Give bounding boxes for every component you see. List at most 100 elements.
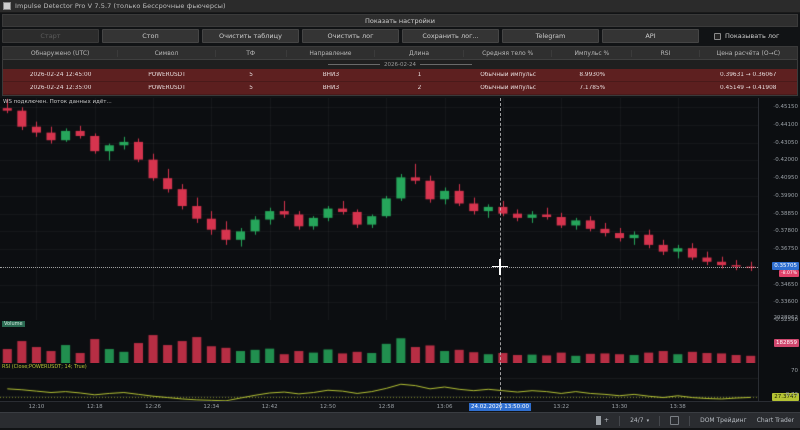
window-title: Impulse Detector Pro V 7.5.7 (только Бес… — [15, 2, 226, 10]
volume-axis-top: 2928962 — [773, 315, 799, 321]
session-selector[interactable]: 24/7 ▾ — [630, 417, 649, 424]
toolbar-button-1[interactable]: Стоп — [102, 29, 199, 43]
dom-trading-button[interactable]: DOM Трейдинг — [700, 417, 747, 424]
price-axis-tick: -0.38850 — [773, 210, 798, 217]
table-cell-avg_body: Обычный импульс — [480, 85, 536, 91]
status-bar: + 24/7 ▾ DOM Трейдинг Chart Trader — [0, 412, 800, 428]
table-group-date-row: 2026-02-24 — [3, 60, 797, 69]
price-axis-tick: -0.37800 — [773, 228, 798, 235]
layout-toggle[interactable]: + — [596, 416, 609, 425]
time-axis-tick: 12:42 — [261, 404, 278, 410]
price-axis-tick: -0.44100 — [773, 122, 798, 128]
separator — [619, 415, 621, 426]
axis-bottom-value: 8.73 — [785, 392, 798, 398]
volume-pane[interactable]: Volume — [0, 321, 758, 363]
table-cell-impulse: 7.1785% — [579, 85, 606, 91]
crosshair-vertical — [500, 98, 501, 410]
separator — [689, 415, 691, 426]
chart-trader-button[interactable]: Chart Trader — [756, 417, 794, 424]
time-axis-tick: 12:34 — [203, 404, 220, 410]
show-settings-label: Показать настройки — [365, 16, 435, 25]
price-pane[interactable] — [0, 98, 758, 320]
table-cell-price: 0.39631 → 0.36067 — [719, 72, 777, 78]
table-column-header-2[interactable]: ТФ — [216, 49, 287, 57]
group-divider-right — [419, 64, 472, 65]
signals-table: Обнаружено (UTC) Символ ТФ Направление Длина… — [2, 46, 798, 96]
table-cell-tf: 5 — [249, 85, 253, 91]
table-cell-avg_body: Обычный импульс — [480, 72, 536, 78]
price-axis[interactable]: -0.45150 -0.44100 -0.43050 -0.42000 -0.40950… — [758, 98, 800, 410]
table-cell-detected: 2026-02-24 12:35:00 — [29, 85, 92, 91]
price-axis-tick: -0.42000 — [773, 157, 798, 164]
calendar-icon — [670, 416, 680, 425]
time-axis-tick: 13:22 — [553, 404, 570, 410]
group-divider-left — [328, 64, 381, 65]
table-cell-tf: 5 — [249, 72, 253, 78]
time-axis-tick: 13:06 — [436, 404, 453, 410]
show-log-checkbox[interactable]: Показывать лог — [702, 29, 798, 43]
time-axis-tick: 12:26 — [145, 404, 161, 410]
time-axis-tick: 13:38 — [669, 404, 686, 410]
current-price-badge: 0.35705 — [772, 261, 799, 270]
candlestick-canvas[interactable] — [0, 98, 758, 320]
volume-badge: 182859 — [774, 339, 799, 347]
table-column-header-5[interactable]: Средняя тело % — [464, 49, 553, 57]
price-axis-tick: -0.39900 — [773, 192, 798, 199]
panel-icon — [596, 416, 602, 425]
table-cell-direction: ВНИЗ — [322, 72, 340, 78]
table-cell-symbol: POWERUSDT — [148, 85, 186, 91]
table-cell-direction: ВНИЗ — [322, 85, 340, 91]
chevron-down-icon: ▾ — [646, 417, 650, 424]
price-axis-tick: -0.32550 — [773, 317, 798, 323]
rsi-axis-tick-70: 70 — [791, 368, 798, 374]
toolbar-button-4[interactable]: Сохранить лог... — [402, 29, 499, 43]
table-row[interactable]: 2026-02-24 12:45:00 POWERUSDT 5 ВНИЗ 1 Обычны… — [3, 69, 797, 82]
table-column-header-4[interactable]: Длина — [375, 49, 464, 57]
show-settings-bar[interactable]: Показать настройки — [2, 14, 798, 27]
time-axis-tick: 12:50 — [320, 404, 336, 410]
table-cell-length: 1 — [417, 72, 422, 78]
title-bar: Impulse Detector Pro V 7.5.7 (только Бес… — [0, 0, 800, 13]
price-axis-tick: -0.45150 — [773, 104, 798, 111]
toolbar-button-3[interactable]: Очистить лог — [302, 29, 399, 43]
show-log-label: Показывать лог — [725, 32, 780, 40]
table-column-header-7[interactable]: RSI — [632, 49, 700, 57]
websocket-status-text: WS подключен. Поток данных идёт... — [3, 99, 112, 105]
time-axis-tick: 12:10 — [28, 404, 45, 410]
table-column-header-8[interactable]: Цена расчёта (O→C) — [716, 49, 781, 57]
table-column-header-3[interactable]: Направление — [287, 49, 376, 57]
volume-label: Volume — [2, 321, 25, 327]
time-axis-tick: 13:30 — [611, 404, 628, 410]
time-axis-tick: 12:58 — [378, 404, 395, 410]
table-cell-detected: 2026-02-24 12:45:00 — [29, 72, 92, 78]
table-cell-impulse: 8.9930% — [579, 72, 606, 78]
group-date-label: 2026-02-24 — [384, 61, 416, 68]
time-axis[interactable]: 8.73 12:10 12:18 12:26 12:34 12:42 12:50 12:58… — [0, 392, 800, 412]
volume-canvas[interactable] — [0, 321, 758, 363]
separator — [659, 415, 661, 426]
table-cell-symbol: POWERUSDT — [148, 72, 186, 78]
price-change-badge: -8.07% — [779, 269, 799, 277]
price-axis-tick: -0.36750 — [773, 246, 798, 253]
toolbar-button-0: Старт — [2, 29, 99, 43]
calendar-button[interactable] — [670, 416, 680, 425]
table-cell-length: 2 — [417, 85, 422, 91]
toolbar-button-6[interactable]: API — [602, 29, 699, 43]
toolbar-button-5[interactable]: Telegram — [502, 29, 599, 43]
rsi-badge: 27.3747 — [772, 393, 799, 402]
price-axis-tick: -0.43050 — [773, 139, 798, 146]
chart-area[interactable]: WS подключен. Поток данных идёт... Volum… — [0, 98, 800, 428]
table-column-header-6[interactable]: Импульс % — [552, 49, 633, 57]
table-row[interactable]: 2026-02-24 12:35:00 POWERUSDT 5 ВНИЗ 2 Обычны… — [3, 82, 797, 95]
price-axis-tick: -0.40950 — [773, 175, 798, 182]
session-label: 24/7 — [630, 417, 644, 424]
price-axis-tick: -0.33600 — [773, 299, 798, 306]
table-column-header-0[interactable]: Обнаружено (UTC) — [3, 49, 119, 57]
app-icon — [3, 2, 11, 10]
toolbar-button-2[interactable]: Очистить таблицу — [202, 29, 299, 43]
table-body: 2026-02-24 12:45:00 POWERUSDT 5 ВНИЗ 1 Обычны… — [3, 69, 797, 95]
checkbox-box[interactable] — [714, 32, 721, 40]
table-column-header-1[interactable]: Символ — [118, 49, 216, 57]
table-header-row: Обнаружено (UTC) Символ ТФ Направление Длина… — [3, 47, 797, 60]
